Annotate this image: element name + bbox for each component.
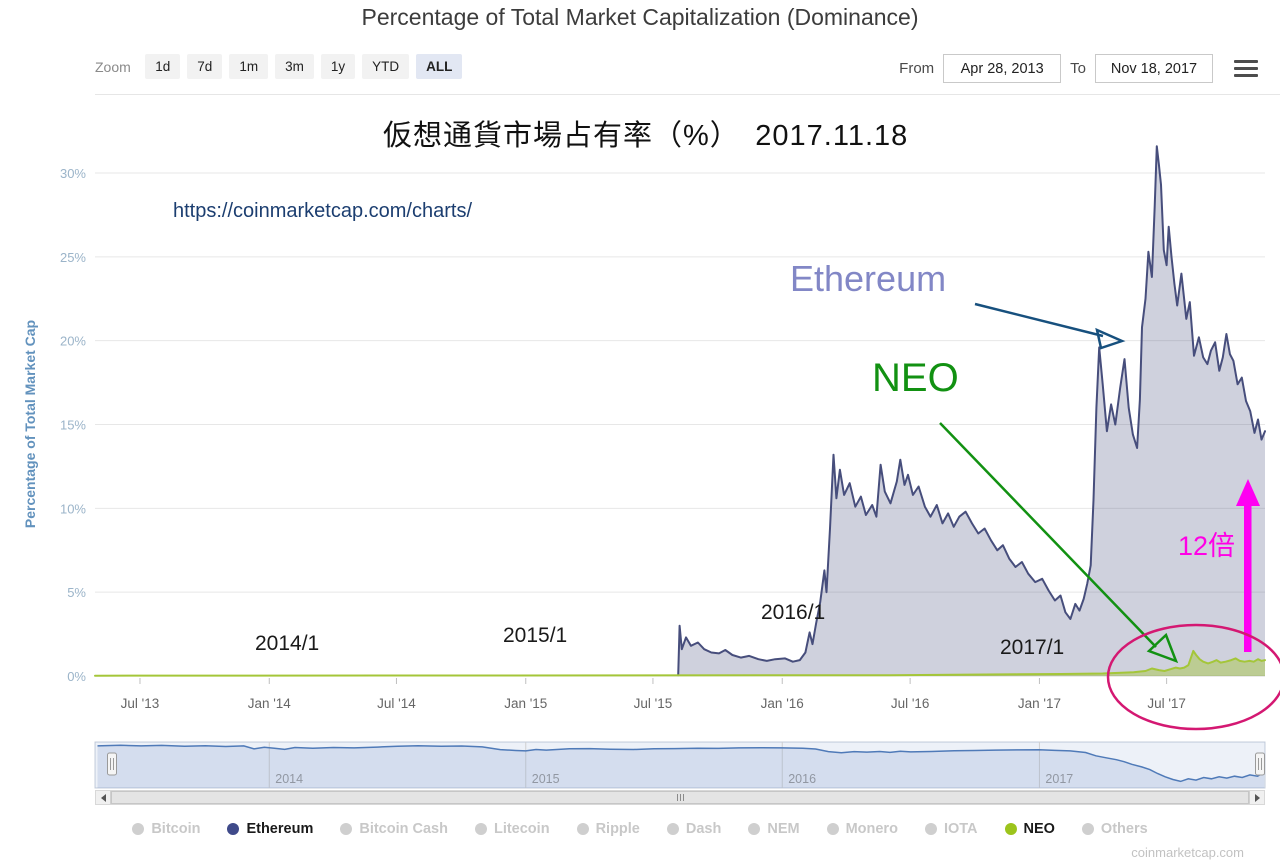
x-tick-label: Jul '15	[634, 696, 673, 711]
legend-label: Ethereum	[246, 821, 314, 837]
legend: Bitcoin Ethereum Bitcoin Cash Litecoin Rippl…	[0, 821, 1280, 837]
navigator[interactable]	[94, 741, 1266, 789]
legend-label: Monero	[845, 821, 898, 837]
zoom-button-1m[interactable]: 1m	[229, 54, 269, 79]
legend-item-ethereum[interactable]: Ethereum	[227, 821, 313, 837]
x-tick-label: Jul '16	[891, 696, 930, 711]
to-label: To	[1070, 60, 1086, 77]
x-tick-label: Jul '17	[1147, 696, 1186, 711]
legend-item-litecoin[interactable]: Litecoin	[474, 821, 550, 837]
legend-label: IOTA	[943, 821, 978, 837]
x-tick-label: Jan '15	[504, 696, 547, 711]
legend-label: NEM	[767, 821, 800, 837]
annotation-12x-label: 12倍	[1178, 531, 1236, 561]
page-title: Percentage of Total Market Capitalizatio…	[361, 4, 919, 30]
legend-dot-icon	[576, 823, 589, 835]
legend-label: Bitcoin Cash	[359, 821, 448, 837]
y-tick-label: 10%	[60, 501, 86, 516]
legend-item-iota[interactable]: IOTA	[924, 821, 978, 837]
ethereum-area	[678, 146, 1265, 676]
legend-item-dash[interactable]: Dash	[666, 821, 722, 837]
navigator-year-label: 2014	[275, 772, 303, 786]
y-tick-label: 0%	[67, 669, 86, 684]
y-tick-label: 15%	[60, 418, 86, 433]
legend-label: Ripple	[595, 821, 640, 837]
legend-item-monero[interactable]: Monero	[826, 821, 898, 837]
legend-label: NEO	[1023, 821, 1055, 837]
legend-item-bitcoin[interactable]: Bitcoin	[132, 821, 200, 837]
annotation-year-2015: 2015/1	[503, 624, 568, 647]
scroll-left-icon[interactable]	[96, 791, 111, 804]
zoom-button-7d[interactable]: 7d	[187, 54, 223, 79]
zoom-button-ytd[interactable]: YTD	[362, 54, 410, 79]
navigator-series	[97, 744, 1265, 783]
from-label: From	[899, 60, 935, 77]
to-date-input[interactable]	[1095, 54, 1213, 83]
scrollbar-thumb[interactable]	[111, 791, 1249, 804]
legend-item-ripple[interactable]: Ripple	[576, 821, 640, 837]
legend-dot-icon	[227, 823, 240, 835]
x-tick-label: Jul '14	[377, 696, 416, 711]
legend-dot-icon	[748, 823, 761, 835]
zoom-button-1d[interactable]: 1d	[145, 54, 181, 79]
menu-icon[interactable]	[1234, 60, 1258, 77]
legend-dot-icon	[924, 823, 937, 835]
y-tick-label: 25%	[60, 250, 86, 265]
legend-item-nem[interactable]: NEM	[748, 821, 800, 837]
legend-item-neo[interactable]: NEO	[1004, 821, 1055, 837]
legend-dot-icon	[1081, 823, 1094, 835]
legend-dot-icon	[826, 823, 839, 835]
annotation-year-2016: 2016/1	[761, 601, 826, 624]
legend-dot-icon	[666, 823, 679, 835]
legend-label: Dash	[685, 821, 722, 837]
navigator-left-handle[interactable]	[107, 752, 117, 776]
zoom-button-3m[interactable]: 3m	[275, 54, 314, 79]
legend-label: Bitcoin	[151, 821, 201, 837]
zoom-button-1y[interactable]: 1y	[320, 54, 356, 79]
navigator-right-handle[interactable]	[1255, 752, 1265, 776]
x-tick-label: Jan '17	[1018, 696, 1061, 711]
legend-item-bitcoin-cash[interactable]: Bitcoin Cash	[340, 821, 448, 837]
toolbar-divider	[95, 94, 1280, 95]
date-range-controls: From To	[899, 54, 1258, 83]
legend-dot-icon	[474, 823, 487, 835]
legend-item-others[interactable]: Others	[1081, 821, 1148, 837]
from-date-input[interactable]	[943, 54, 1062, 83]
scroll-right-icon[interactable]	[1249, 791, 1264, 804]
y-tick-label: 20%	[60, 334, 86, 349]
annotation-source-url: https://coinmarketcap.com/charts/	[173, 200, 473, 222]
y-tick-label: 5%	[67, 585, 86, 600]
legend-dot-icon	[132, 823, 145, 835]
navigator-year-label: 2016	[788, 772, 816, 786]
annotation-year-2014: 2014/1	[255, 632, 320, 655]
annotation-jp-title: 仮想通貨市場占有率（%） 2017.11.18	[383, 120, 909, 152]
legend-dot-icon	[1004, 823, 1017, 835]
x-tick-label: Jan '14	[248, 696, 292, 711]
y-tick-label: 30%	[60, 166, 86, 181]
watermark: coinmarketcap.com	[1131, 845, 1244, 860]
zoom-button-all[interactable]: ALL	[416, 54, 463, 79]
annotation-ethereum-label: Ethereum	[790, 258, 947, 299]
x-tick-label: Jul '13	[121, 696, 160, 711]
zoom-button-group: 1d 7d 1m 3m 1y YTD ALL	[145, 54, 463, 79]
navigator-year-label: 2017	[1045, 772, 1073, 786]
zoom-label: Zoom	[95, 58, 131, 75]
legend-label: Litecoin	[493, 821, 550, 837]
annotation-year-2017: 2017/1	[1000, 636, 1065, 659]
legend-label: Others	[1100, 821, 1148, 837]
navigator-year-label: 2015	[532, 772, 560, 786]
chart-scrollbar[interactable]	[95, 790, 1265, 805]
legend-dot-icon	[340, 823, 353, 835]
x-tick-label: Jan '16	[761, 696, 804, 711]
annotation-neo-label: NEO	[872, 356, 959, 400]
